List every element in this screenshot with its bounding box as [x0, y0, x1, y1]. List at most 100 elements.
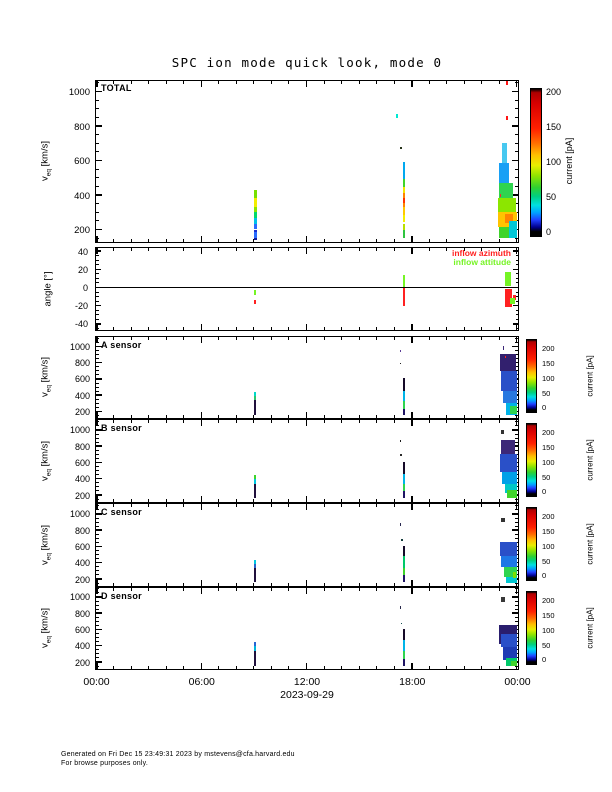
x-tick [498, 420, 500, 423]
x-tick [428, 81, 430, 84]
x-tick [130, 666, 132, 669]
x-tick [200, 324, 202, 330]
spectrogram-mark [502, 143, 508, 164]
y-tick [96, 415, 99, 417]
x-tick [200, 81, 202, 87]
x-tick [165, 588, 167, 591]
x-tick [165, 499, 167, 502]
x-tick [463, 337, 465, 340]
y-tick [515, 341, 518, 343]
x-tick [288, 327, 290, 330]
velocity-tick-label: 400 [74, 641, 90, 652]
colorbar-title-a: current [pA] [585, 355, 595, 397]
spectrogram-mark [254, 479, 257, 485]
x-tick [218, 666, 220, 669]
y-tick [96, 296, 99, 298]
y-tick [96, 268, 101, 271]
x-tick [200, 236, 202, 242]
spectrogram-mark [506, 576, 517, 584]
x-tick [165, 415, 167, 418]
y-tick [515, 509, 518, 511]
x-tick [411, 420, 413, 426]
x-tick [113, 81, 115, 84]
y-tick [96, 537, 99, 539]
velocity-tick-label: 200 [74, 574, 90, 585]
spectrogram-mark [253, 238, 257, 241]
x-tick [305, 236, 308, 242]
spectrogram-mark [402, 658, 406, 666]
colorbar-tick-label: 150 [542, 359, 555, 368]
spectrogram-mark [402, 408, 406, 416]
spectrogram-mark [501, 556, 517, 567]
panel-b-sensor-spectrogram [95, 419, 519, 503]
y-tick [515, 300, 518, 302]
y-tick [513, 268, 518, 271]
x-tick [323, 583, 325, 586]
y-tick [515, 437, 518, 439]
y-tick [512, 596, 518, 598]
y-tick [96, 604, 99, 606]
y-tick [96, 425, 99, 427]
y-tick [96, 429, 102, 431]
spectrogram-mark [403, 198, 405, 203]
colorbar-title-c: current [pA] [585, 523, 595, 565]
x-tick [323, 248, 325, 251]
x-tick [481, 327, 483, 330]
y-tick [515, 177, 518, 179]
x-tick [323, 420, 325, 423]
x-tick [148, 504, 150, 507]
x-tick [428, 420, 430, 423]
y-tick [96, 255, 99, 257]
colorbar-tick-label: 100 [542, 625, 555, 635]
y-tick [515, 582, 518, 584]
colorbar-tick-label: 0 [542, 487, 547, 497]
panel-label-b-sensor: B sensor [101, 423, 142, 433]
y-tick [96, 561, 102, 564]
spectrogram-mark [402, 187, 406, 193]
x-tick [358, 239, 360, 242]
y-tick [515, 517, 518, 519]
colorbar-tick-label: 100 [546, 156, 562, 167]
spectrogram-mark [402, 162, 406, 180]
y-tick [96, 525, 99, 527]
y-tick [515, 337, 518, 339]
y-tick [96, 220, 99, 222]
y-tick [96, 354, 99, 356]
y-tick [96, 366, 99, 368]
x-tick [393, 248, 395, 251]
spectrogram-mark [402, 179, 406, 188]
x-tick [288, 420, 290, 423]
y-tick [515, 99, 518, 101]
panel-c-sensor-spectrogram [95, 503, 519, 587]
y-tick [96, 134, 99, 136]
y-tick [96, 421, 99, 423]
x-tick [253, 583, 255, 586]
spectrogram-mark [253, 224, 257, 230]
y-tick [96, 327, 99, 329]
y-tick [515, 291, 518, 293]
y-tick [96, 620, 99, 622]
velocity-tick-label: 1000 [69, 592, 90, 603]
x-tick [341, 327, 343, 330]
x-tick [183, 504, 185, 507]
y-tick [96, 177, 99, 179]
spectrogram-mark [502, 647, 517, 660]
x-tick [165, 666, 167, 669]
spectrogram-mark [503, 566, 517, 577]
x-tick [411, 81, 413, 87]
x-tick [463, 504, 465, 507]
x-tick [270, 666, 272, 669]
spectrogram-mark [500, 541, 517, 557]
x-tick [235, 583, 237, 586]
x-tick [270, 415, 272, 418]
x-tick [218, 583, 220, 586]
x-tick [200, 412, 202, 418]
x-tick [341, 588, 343, 591]
x-tick [288, 81, 290, 84]
y-tick [512, 125, 518, 127]
angle-mark [513, 294, 516, 301]
angle-mark [504, 289, 513, 307]
y-tick [96, 441, 99, 443]
y-tick [96, 378, 102, 380]
colorbar-tick-label: 100 [542, 541, 555, 551]
